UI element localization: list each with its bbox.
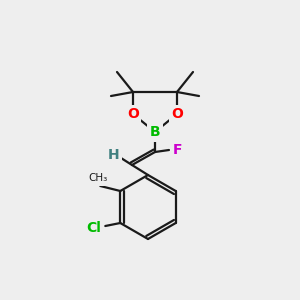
Text: O: O bbox=[171, 107, 183, 121]
Text: CH₃: CH₃ bbox=[89, 173, 108, 183]
Text: O: O bbox=[127, 107, 139, 121]
Text: H: H bbox=[108, 148, 120, 162]
Text: F: F bbox=[172, 143, 182, 157]
Text: B: B bbox=[150, 125, 160, 139]
Text: Cl: Cl bbox=[86, 221, 101, 235]
